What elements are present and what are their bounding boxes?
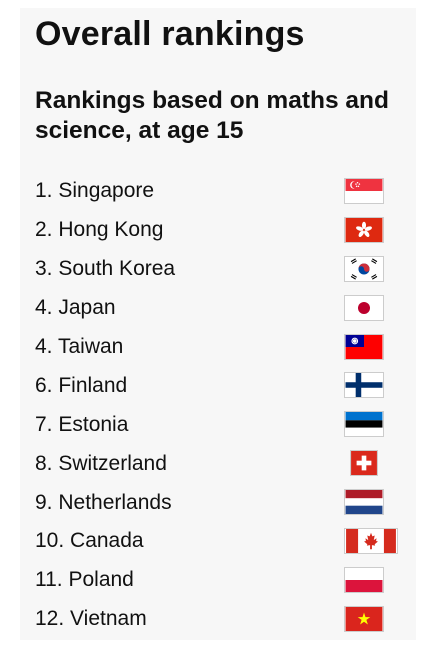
ranking-label: 8. Switzerland [35, 451, 167, 477]
list-item: 8. Switzerland [35, 444, 400, 483]
singapore-flag-icon [344, 178, 384, 204]
netherlands-flag-icon [344, 489, 384, 515]
ranking-label: 9. Netherlands [35, 490, 172, 516]
list-item: 11. Poland [35, 561, 400, 600]
ranking-label: 4. Japan [35, 295, 116, 321]
finland-flag-icon [344, 372, 384, 398]
rankings-list: 1. Singapore 2. Hong Kong [35, 172, 400, 639]
japan-flag-icon [344, 295, 384, 321]
ranking-label: 7. Estonia [35, 412, 128, 438]
page-title: Overall rankings [35, 14, 305, 54]
taiwan-flag-icon [344, 334, 384, 360]
ranking-label: 11. Poland [35, 567, 134, 593]
ranking-label: 10. Canada [35, 528, 144, 554]
hong-kong-flag-icon [344, 217, 384, 243]
list-item: 7. Estonia [35, 405, 400, 444]
list-item: 9. Netherlands [35, 483, 400, 522]
list-item: 1. Singapore [35, 172, 400, 211]
list-item: 3. South Korea [35, 250, 400, 289]
list-item: 4. Japan [35, 289, 400, 328]
ranking-label: 2. Hong Kong [35, 217, 163, 243]
vietnam-flag-icon [344, 606, 384, 632]
ranking-label: 4. Taiwan [35, 334, 123, 360]
page-subtitle: Rankings based on maths and science, at … [35, 86, 405, 146]
list-item: 12. Vietnam [35, 600, 400, 639]
ranking-label: 6. Finland [35, 373, 127, 399]
south-korea-flag-icon [344, 256, 384, 282]
ranking-label: 3. South Korea [35, 256, 175, 282]
list-item: 6. Finland [35, 366, 400, 405]
estonia-flag-icon [344, 411, 384, 437]
list-item: 4. Taiwan [35, 328, 400, 367]
poland-flag-icon [344, 567, 384, 593]
list-item: 10. Canada [35, 522, 400, 561]
canada-flag-icon [344, 528, 398, 554]
switzerland-flag-icon [350, 450, 378, 476]
ranking-label: 1. Singapore [35, 178, 154, 204]
ranking-label: 12. Vietnam [35, 606, 147, 632]
list-item: 2. Hong Kong [35, 211, 400, 250]
